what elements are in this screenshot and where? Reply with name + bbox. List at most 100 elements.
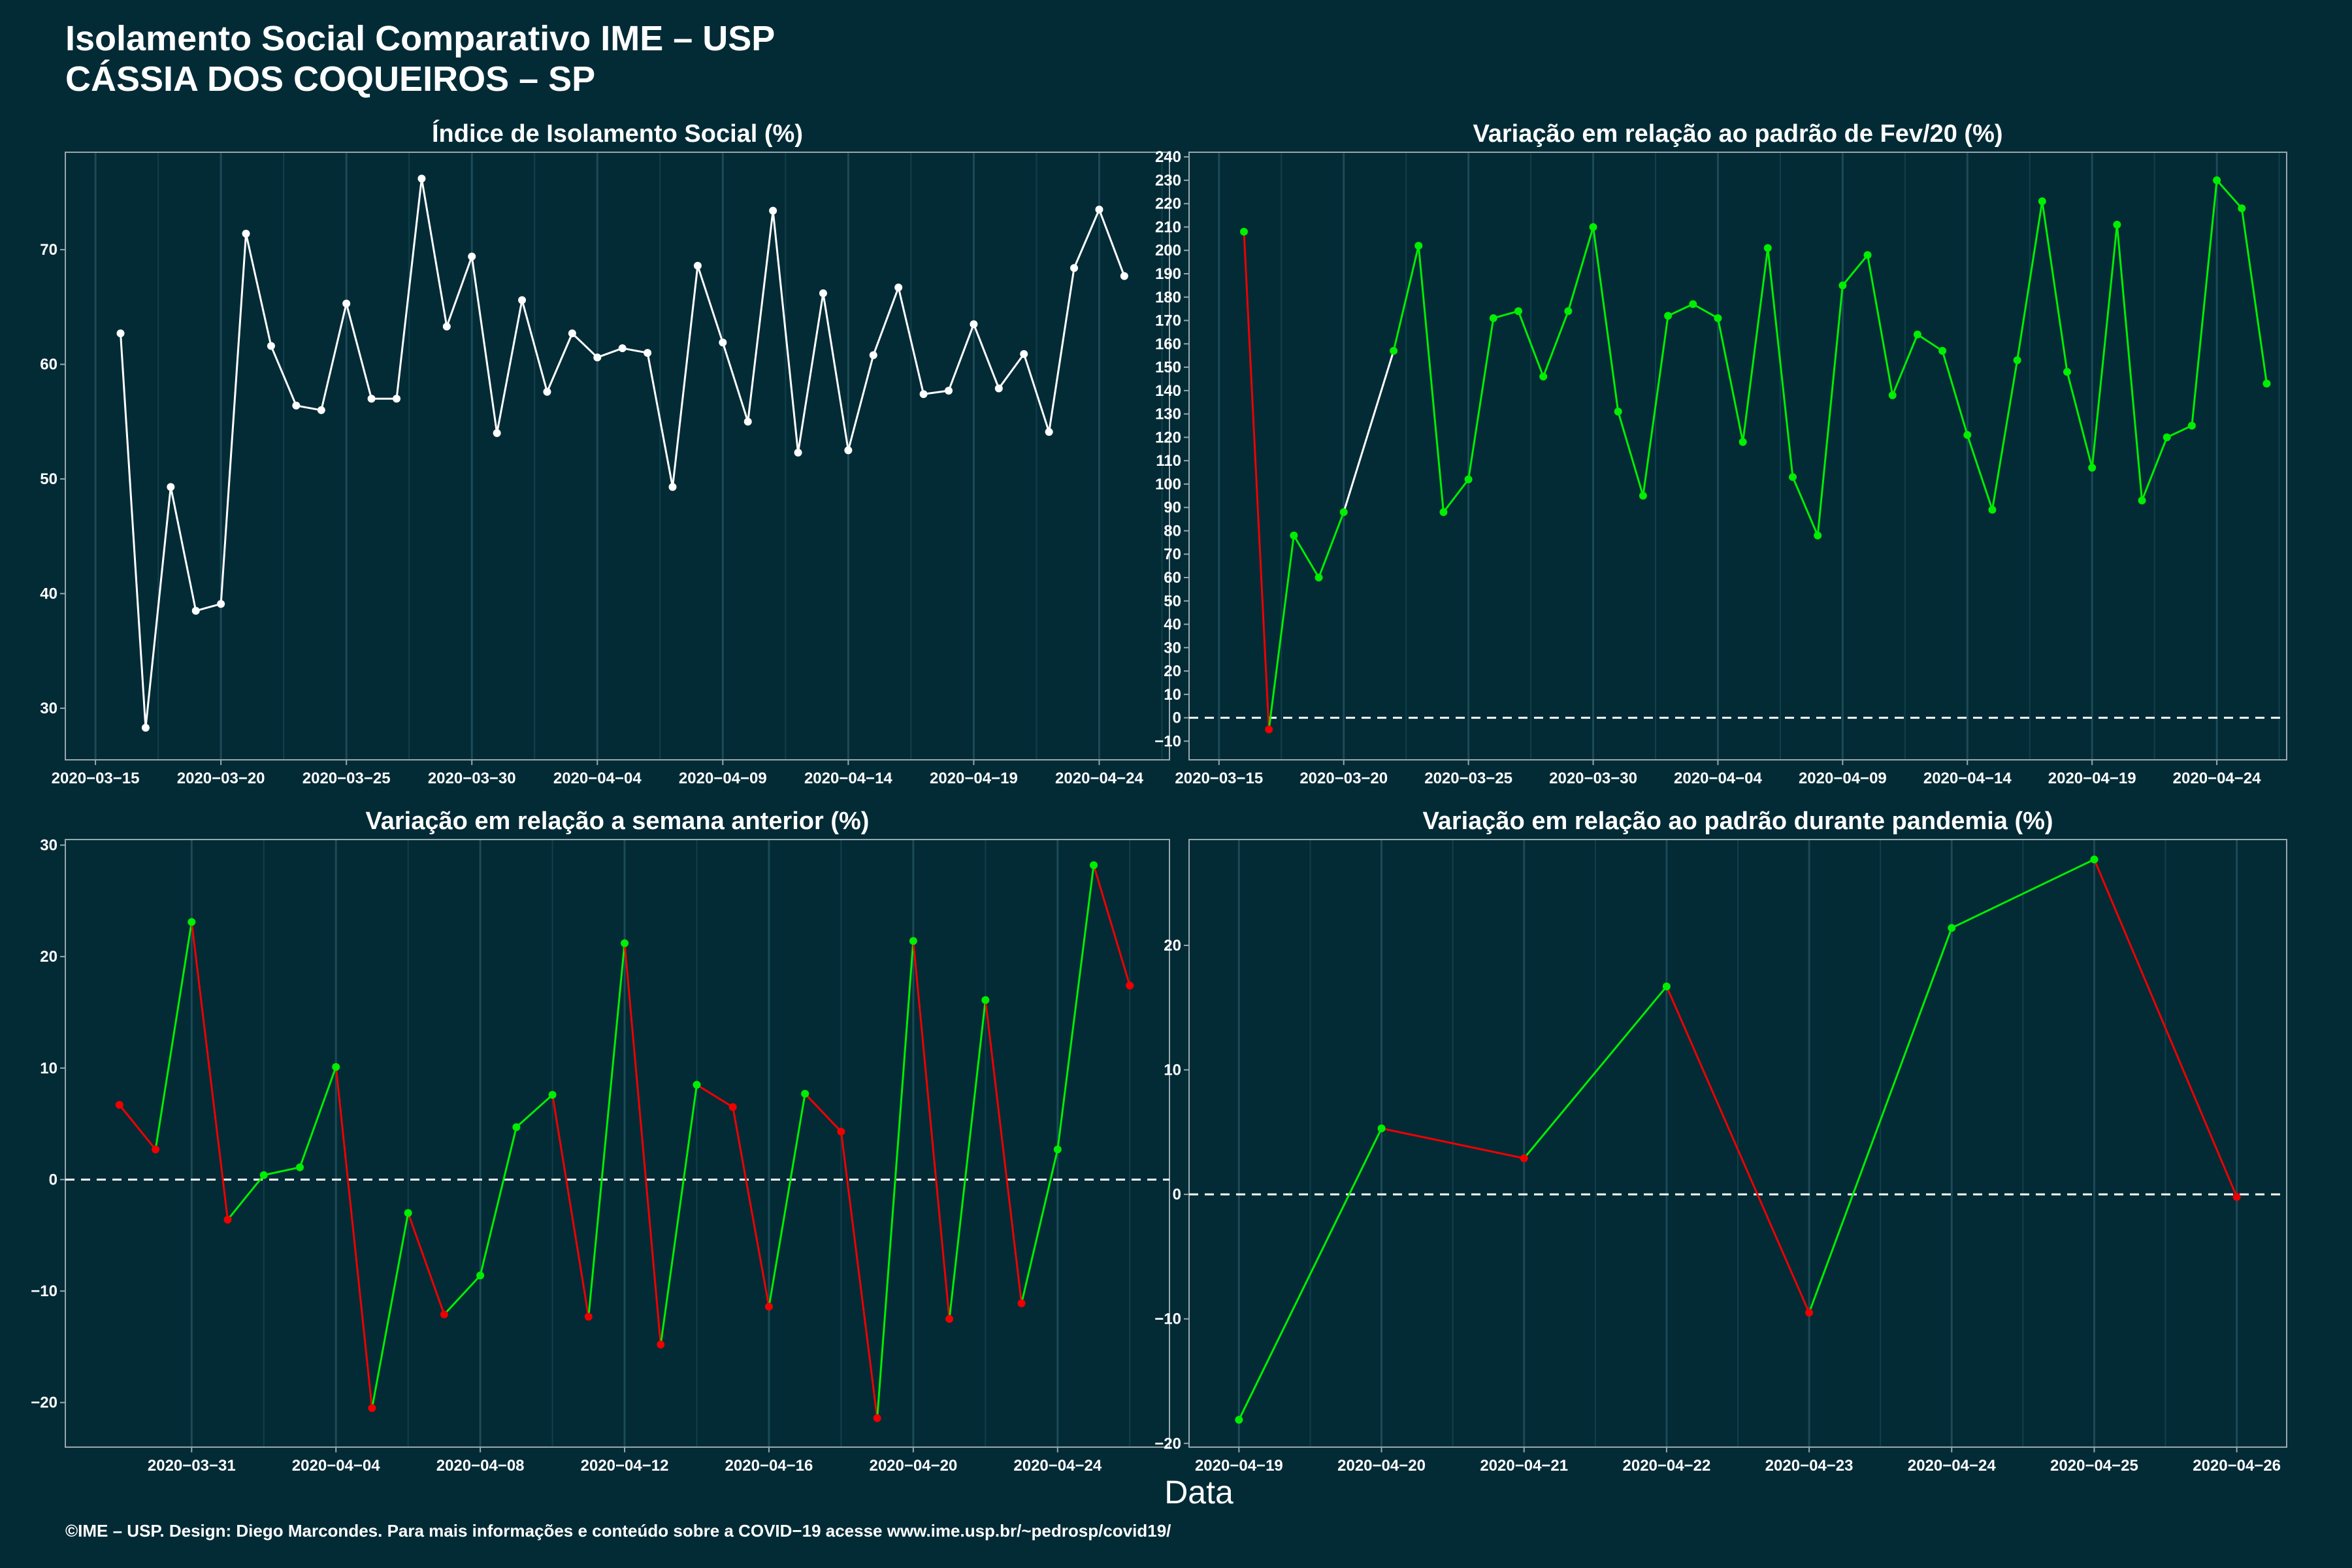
series-segment <box>2041 201 2068 372</box>
series-segment <box>1951 858 2095 929</box>
series-segment <box>672 265 699 487</box>
x-tick-label: 2020−04−08 <box>436 1457 525 1475</box>
data-point <box>442 322 451 331</box>
x-tick-label: 2020−03−25 <box>1424 770 1512 787</box>
data-point <box>1235 1416 1243 1424</box>
data-point <box>417 174 426 183</box>
series-segment <box>1318 512 1345 578</box>
data-point <box>1948 924 1956 932</box>
series-segment <box>270 345 297 406</box>
y-tick-label: 20 <box>40 948 57 966</box>
series-segment <box>2240 208 2268 384</box>
y-tick-label: 100 <box>1155 476 1181 493</box>
data-point <box>367 395 376 403</box>
series-segment <box>876 941 915 1418</box>
x-tick-label: 2020−04−20 <box>1337 1457 1426 1475</box>
series-segment <box>1767 248 1794 478</box>
series-segment <box>1665 986 1810 1313</box>
data-point <box>493 429 501 437</box>
data-point <box>2138 496 2146 504</box>
data-point <box>1888 391 1897 399</box>
y-tick-label: 10 <box>1164 686 1181 704</box>
series-segment <box>696 1084 734 1108</box>
y-tick-label: 20 <box>1164 662 1181 680</box>
series-segment <box>345 303 373 399</box>
data-point <box>1390 347 1398 355</box>
series-segment <box>443 1275 482 1315</box>
series-segment <box>407 1213 446 1315</box>
data-point <box>1814 531 1822 540</box>
data-point <box>1639 491 1647 500</box>
y-tick-label: 40 <box>1164 616 1181 634</box>
data-point <box>1988 506 1997 514</box>
panel-border <box>65 839 1170 1448</box>
y-tick-label: 190 <box>1155 265 1181 283</box>
data-point <box>404 1209 412 1217</box>
data-point <box>2063 368 2071 376</box>
x-tick-label: 2020−04−04 <box>1674 770 1762 787</box>
y-tick-label: 180 <box>1155 289 1181 306</box>
series-segment <box>1293 534 1320 578</box>
x-tick-label: 2020−03−15 <box>1175 770 1263 787</box>
series-segment <box>1542 310 1569 377</box>
data-point <box>1589 223 1597 231</box>
data-point <box>259 1171 268 1179</box>
data-point <box>191 606 200 615</box>
data-point <box>332 1063 340 1071</box>
data-point <box>693 1081 701 1089</box>
series-segment <box>1617 411 1644 497</box>
chart-panel-3: Variação em relação a semana anterior (%… <box>31 808 1170 1475</box>
series-segment <box>1493 310 1519 319</box>
data-point <box>317 406 325 414</box>
data-point <box>1564 307 1573 316</box>
data-point <box>1714 314 1722 322</box>
data-point <box>945 1315 954 1323</box>
data-point <box>1739 438 1747 446</box>
data-point <box>141 723 150 732</box>
x-tick-label: 2020−03−25 <box>302 770 391 787</box>
series-segment <box>840 1131 879 1418</box>
series-segment <box>2093 858 2238 1198</box>
data-point <box>512 1123 521 1132</box>
series-segment <box>1667 303 1693 317</box>
data-point <box>1520 1154 1528 1162</box>
footer-credits: ©IME – USP. Design: Diego Marcondes. Par… <box>65 1521 1171 1541</box>
panel-title: Variação em relação ao padrão de Fev/20 … <box>1473 120 2002 148</box>
y-tick-label: 60 <box>40 356 57 374</box>
data-point <box>1053 1145 1062 1154</box>
data-point <box>1290 531 1298 540</box>
data-point <box>1017 1299 1026 1307</box>
series-segment <box>195 602 221 612</box>
data-point <box>1539 372 1548 381</box>
series-segment <box>551 1094 590 1317</box>
series-segment <box>1243 231 1270 730</box>
data-point <box>223 1215 232 1224</box>
y-tick-label: 130 <box>1155 406 1181 423</box>
data-point <box>2038 197 2046 206</box>
page-title: Isolamento Social Comparativo IME – USP … <box>65 18 775 99</box>
series-segment <box>169 487 197 612</box>
data-point <box>115 1101 123 1109</box>
series-segment <box>747 210 774 422</box>
chart-panel-2: Variação em relação ao padrão de Fev/20 … <box>1154 120 2287 787</box>
series-segment <box>1021 1149 1059 1304</box>
series-segment <box>446 256 473 327</box>
series-segment <box>1842 254 1869 286</box>
data-point <box>1020 350 1028 358</box>
x-tick-label: 2020−04−24 <box>1013 1457 1102 1475</box>
y-tick-label: 90 <box>1164 499 1181 517</box>
data-point <box>1514 307 1522 316</box>
series-segment <box>220 233 248 604</box>
series-segment <box>227 1174 265 1220</box>
series-segment <box>721 342 749 422</box>
data-point <box>1805 1309 1814 1317</box>
series-segment <box>395 178 423 399</box>
series-segment <box>822 293 849 451</box>
panel-title: Índice de Isolamento Social (%) <box>432 119 803 148</box>
series-segment <box>623 943 662 1345</box>
series-segment <box>2066 371 2093 468</box>
x-tick-label: 2020−04−19 <box>2048 770 2136 787</box>
series-segment <box>1048 267 1075 433</box>
data-point <box>743 417 752 426</box>
y-tick-label: 50 <box>1164 593 1181 610</box>
